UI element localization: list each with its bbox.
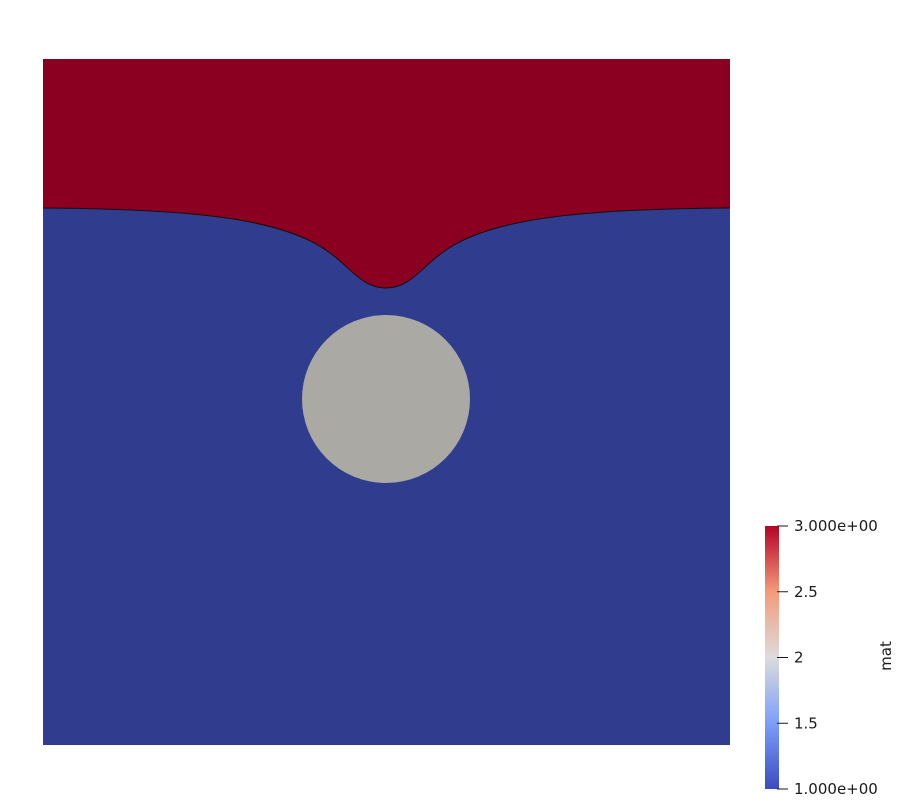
colorbar-tick-label: 3.000e+00 [794, 517, 878, 535]
colorbar-tick-label: 1.000e+00 [794, 780, 878, 798]
colorbar-gradient [765, 526, 779, 789]
colorbar-tick-label: 2 [794, 649, 804, 667]
render-view [42, 59, 731, 745]
colorbar-tick-label: 2.5 [794, 583, 818, 601]
interface-line [42, 207, 731, 289]
colorbar: 3.000e+00 2.5 2 1.5 1.000e+00 mat [765, 517, 895, 798]
colorbar-title: mat [877, 641, 895, 671]
circular-inclusion [302, 315, 470, 483]
colorbar-tick-label: 1.5 [794, 714, 818, 732]
